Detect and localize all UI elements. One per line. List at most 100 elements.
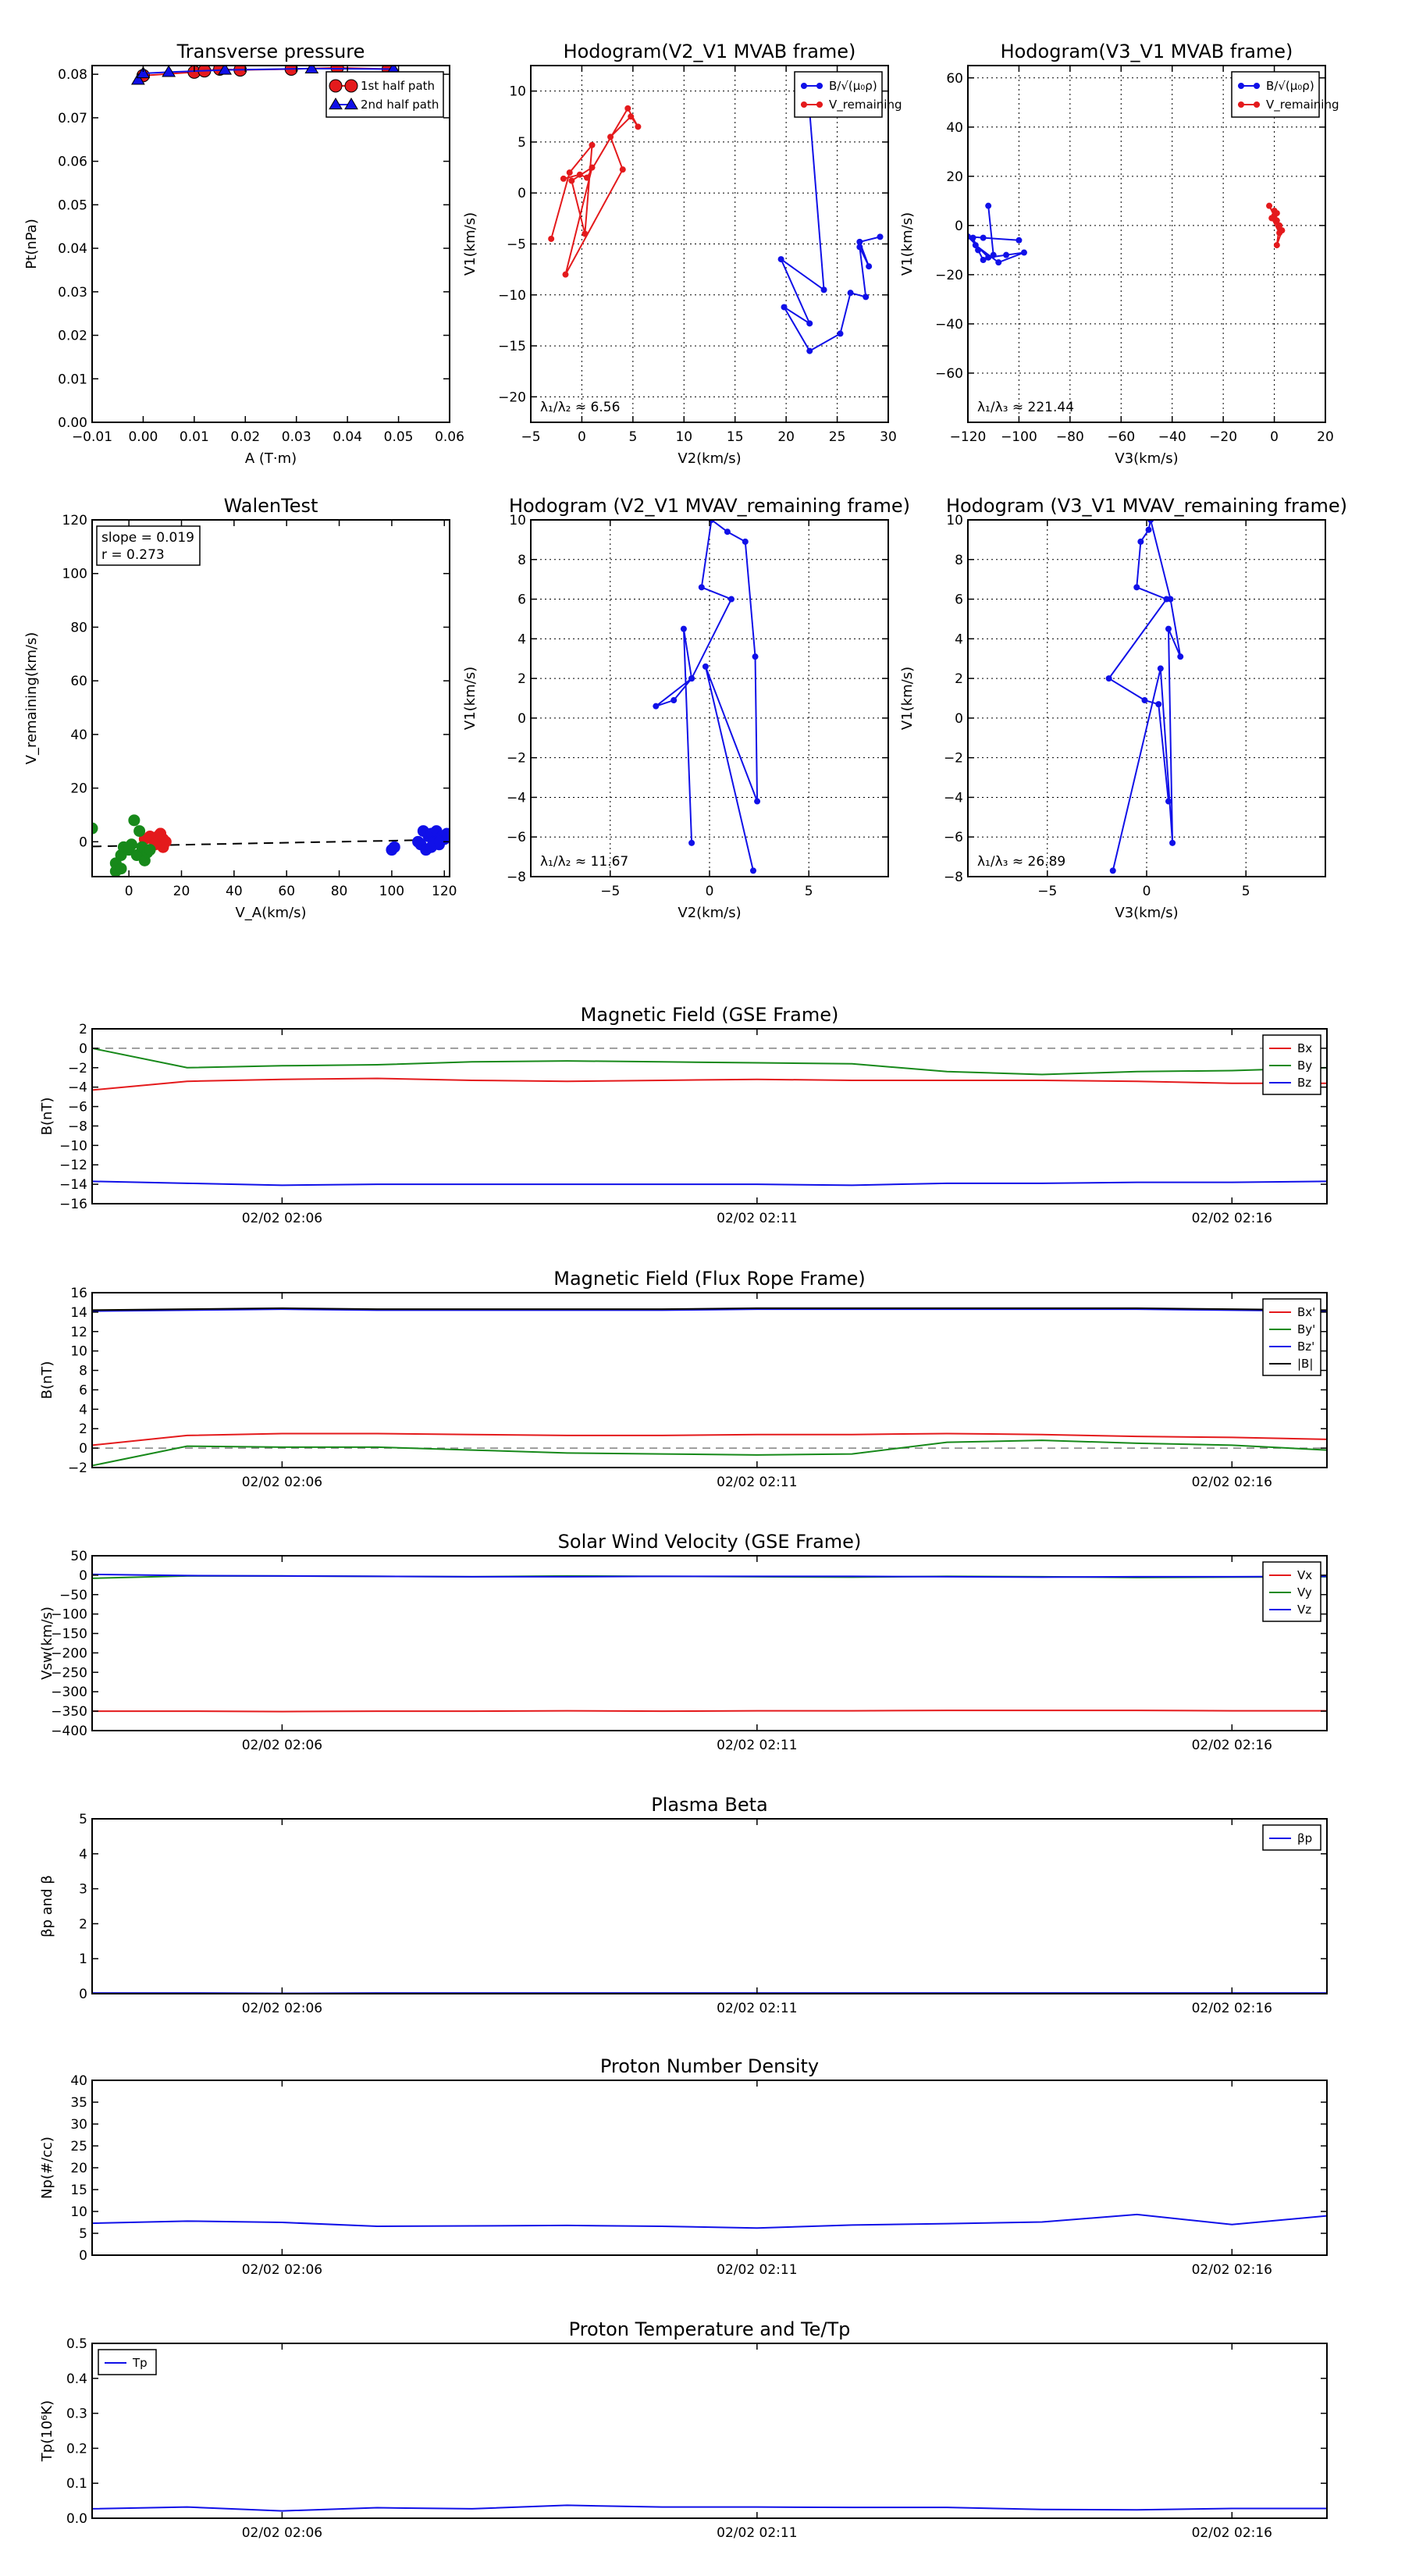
annotation-box xyxy=(96,525,201,566)
y-tick-label: 0 xyxy=(955,219,963,234)
y-tick-label: 4 xyxy=(955,632,963,647)
plot-area xyxy=(92,814,450,877)
legend-label: 2nd half path xyxy=(361,98,439,112)
legend-marker xyxy=(1254,83,1260,89)
data-point xyxy=(969,234,976,241)
y-tick-label: 0.0 xyxy=(66,2511,87,2527)
x-tick-label: 02/02 02:06 xyxy=(242,2525,322,2541)
y-tick-label: 5 xyxy=(518,135,526,151)
data-point xyxy=(1165,625,1172,632)
y-tick-label: −250 xyxy=(51,1665,87,1681)
y-tick-label: 50 xyxy=(70,1549,87,1564)
series-line-0 xyxy=(779,111,880,352)
y-tick-label: −10 xyxy=(498,288,526,304)
y-tick-label: 0 xyxy=(518,711,526,727)
data-point xyxy=(1279,227,1286,234)
data-point xyxy=(806,347,813,354)
data-point xyxy=(698,584,705,591)
y-tick-label: 4 xyxy=(79,1402,87,1418)
y-tick-label: 2 xyxy=(955,671,963,687)
x-tick-label: 0 xyxy=(706,884,714,899)
chart-title: Proton Number Density xyxy=(600,2055,819,2077)
plot-area xyxy=(92,1307,1327,1467)
legend-label: B/√(μ₀ρ) xyxy=(829,79,877,93)
x-tick-label: 02/02 02:16 xyxy=(1192,1475,1272,1490)
series-line-1 xyxy=(92,1047,1327,1076)
data-point xyxy=(1165,798,1172,805)
legend: Tp xyxy=(98,2349,157,2375)
x-tick-label: 5 xyxy=(1242,884,1250,899)
annotation-text: λ₁/λ₂ ≈ 11.67 xyxy=(540,854,628,870)
y-tick-label: 1 xyxy=(79,1952,87,1967)
legend: Bx' By' Bz' |B| xyxy=(1262,1298,1321,1376)
y-tick-label: −40 xyxy=(935,317,963,333)
data-point xyxy=(144,844,156,856)
y-tick-label: −4 xyxy=(507,790,526,806)
data-point xyxy=(980,234,987,241)
series-line-1 xyxy=(550,106,639,276)
plot-area xyxy=(92,2213,1327,2229)
y-tick-label: −350 xyxy=(51,1704,87,1720)
axes-frame xyxy=(91,1555,1328,1731)
data-point xyxy=(724,528,731,535)
y-tick-label: 20 xyxy=(946,169,963,185)
x-axis-label: V3(km/s) xyxy=(1115,905,1178,921)
x-tick-label: 02/02 02:16 xyxy=(1192,1211,1272,1226)
x-tick-label: 02/02 02:16 xyxy=(1192,2001,1272,2016)
x-tick-label: 80 xyxy=(331,884,348,899)
axes-frame xyxy=(91,2080,1328,2256)
series-line-3 xyxy=(92,1307,1327,1311)
data-point xyxy=(688,675,695,682)
data-point xyxy=(589,141,596,148)
y-axis-label: V1(km/s) xyxy=(899,212,916,276)
chart-np: Proton Number Density 02/02 02:06 02/02 02… xyxy=(39,2055,1328,2278)
legend: Bx By Bz xyxy=(1262,1034,1321,1095)
y-tick-label: −6 xyxy=(944,830,963,845)
y-tick-label: −20 xyxy=(498,390,526,405)
data-point xyxy=(1105,675,1112,682)
data-point xyxy=(702,663,709,670)
chart-title: WalenTest xyxy=(224,495,318,517)
x-tick-label: −5 xyxy=(1037,884,1057,899)
plot-area xyxy=(1105,520,1184,874)
plot-area xyxy=(968,202,1286,266)
y-tick-label: 0.05 xyxy=(58,197,87,213)
legend-marker xyxy=(329,79,343,93)
y-tick-label: 0.00 xyxy=(58,415,87,431)
y-tick-label: −60 xyxy=(935,366,963,382)
y-tick-label: 60 xyxy=(946,71,963,87)
x-tick-label: 0.05 xyxy=(384,429,414,445)
y-tick-label: 2 xyxy=(518,671,526,687)
y-tick-label: −8 xyxy=(68,1119,87,1134)
legend-label: By' xyxy=(1297,1322,1315,1336)
y-tick-label: 0.06 xyxy=(58,155,87,170)
data-point xyxy=(688,839,695,846)
y-tick-label: 0.1 xyxy=(66,2476,87,2492)
y-tick-label: 4 xyxy=(518,632,526,647)
data-point xyxy=(628,113,635,120)
chart-hodo2: Hodogram(V3_V1 MVAB frame) −120 −100 −80 −60… xyxy=(899,41,1339,467)
y-tick-label: −12 xyxy=(59,1158,87,1173)
y-tick-label: 10 xyxy=(509,84,526,100)
chart-title: Magnetic Field (Flux Rope Frame) xyxy=(553,1268,865,1290)
x-tick-label: 0 xyxy=(1143,884,1151,899)
y-tick-label: 0.04 xyxy=(58,241,87,257)
y-tick-label: 12 xyxy=(70,1325,87,1340)
y-tick-label: 60 xyxy=(70,674,87,689)
chart-title: Hodogram(V2_V1 MVAB frame) xyxy=(564,41,856,62)
data-point xyxy=(1016,237,1023,244)
chart-title: Solar Wind Velocity (GSE Frame) xyxy=(558,1531,862,1553)
series-line-1 xyxy=(92,1439,1327,1467)
data-point xyxy=(653,703,660,710)
y-tick-label: 0 xyxy=(518,186,526,201)
y-tick-label: −2 xyxy=(944,751,963,767)
y-tick-label: −2 xyxy=(507,751,526,767)
chart-tpr: Proton Temperature and Te/Tp 02/02 02:06 0… xyxy=(39,2318,1328,2541)
data-point xyxy=(635,123,642,130)
data-point xyxy=(115,863,127,875)
data-point xyxy=(742,538,749,545)
data-point xyxy=(1109,867,1116,874)
x-tick-label: 5 xyxy=(805,884,813,899)
data-point xyxy=(995,259,1002,266)
data-point xyxy=(1169,839,1176,846)
